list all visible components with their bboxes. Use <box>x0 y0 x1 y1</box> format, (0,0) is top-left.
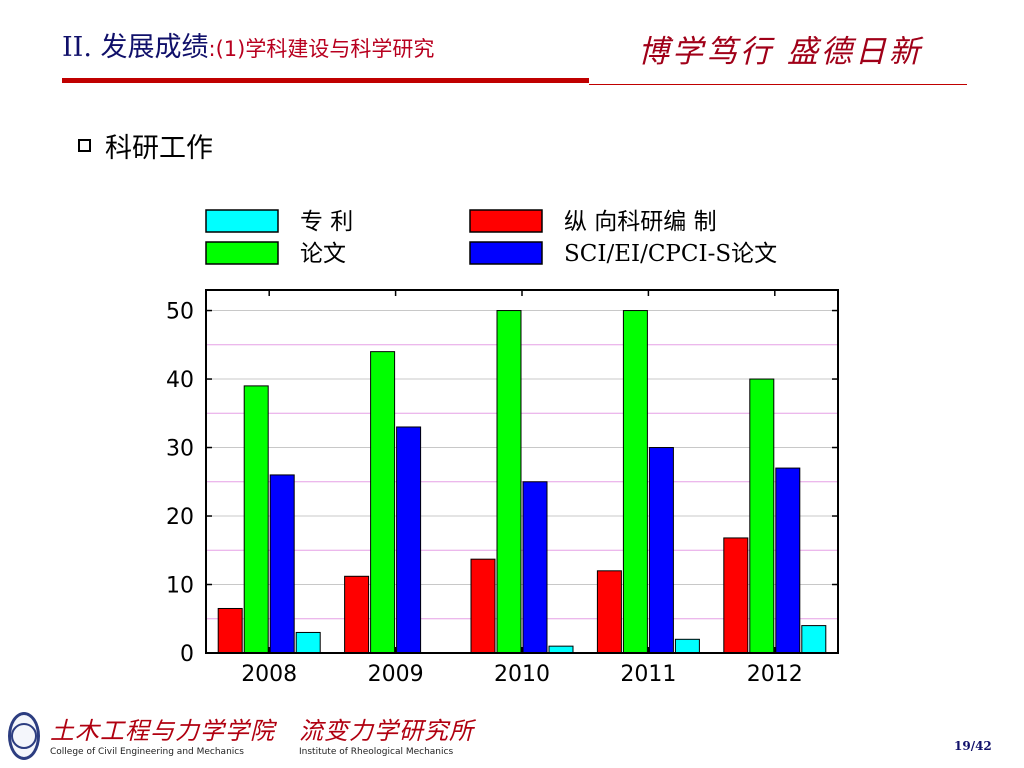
page-number: 19/42 <box>954 739 992 753</box>
square-bullet-icon <box>78 138 91 152</box>
legend-swatch <box>205 241 279 265</box>
y-tick-label: 10 <box>166 574 194 599</box>
bar <box>648 447 674 654</box>
institute-name-cn: 流变力学研究所 <box>299 717 474 745</box>
bar <box>548 645 574 654</box>
bar <box>622 310 648 654</box>
calligraphy-motto: 博学笃行 盛德日新 <box>638 34 923 70</box>
bar <box>217 607 243 654</box>
legend-label: SCI/EI/CPCI-S论文 <box>564 241 777 267</box>
x-tick-label: 2011 <box>620 662 676 687</box>
plot-frame <box>205 289 839 654</box>
section-heading: 科研工作 <box>78 127 213 164</box>
bar <box>243 385 269 654</box>
bar <box>470 558 496 654</box>
y-tick-label: 20 <box>166 505 194 530</box>
chart-legend: 专 利 纵 向科研编 制论文 SCI/EI/CPCI-S论文 <box>205 209 777 267</box>
bar <box>522 481 548 654</box>
x-tick-label: 2008 <box>241 662 297 687</box>
bar <box>723 537 749 654</box>
y-tick-label: 50 <box>166 300 194 325</box>
legend-swatch <box>205 209 279 233</box>
college-name-en: College of Civil Engineering and Mechani… <box>50 747 244 757</box>
title-rule-thick <box>62 78 589 83</box>
bar <box>344 575 370 654</box>
legend-swatch <box>469 241 543 265</box>
bar <box>269 474 295 654</box>
section-heading-text: 科研工作 <box>105 132 213 164</box>
y-tick-label: 0 <box>180 642 194 667</box>
college-name-cn: 土木工程与力学学院 <box>50 717 275 745</box>
bar <box>295 631 321 654</box>
bar <box>775 467 801 654</box>
bar <box>801 625 827 654</box>
university-seal-icon <box>8 712 40 760</box>
slide-title: II. 发展成绩:(1)学科建设与科学研究 <box>62 28 434 68</box>
bar <box>496 310 522 654</box>
institute-logo: 流变力学研究所 Institute of Rheological Mechani… <box>299 715 474 757</box>
legend-label: 纵 向科研编 制 <box>564 209 717 235</box>
bar <box>396 426 422 654</box>
y-tick-label: 40 <box>166 368 194 393</box>
college-logo: 土木工程与力学学院 College of Civil Engineering a… <box>50 715 275 757</box>
bar <box>674 638 700 654</box>
bar <box>749 378 775 654</box>
legend-label: 专 利 <box>300 209 353 235</box>
slide-title-main: II. 发展成绩 <box>62 32 209 63</box>
slide-title-sub: :(1)学科建设与科学研究 <box>208 37 435 61</box>
bar <box>370 351 396 654</box>
x-tick-label: 2009 <box>368 662 424 687</box>
legend-swatch <box>469 209 543 233</box>
institute-name-en: Institute of Rheological Mechanics <box>299 747 454 757</box>
bar <box>596 570 622 654</box>
legend-label: 论文 <box>300 241 346 267</box>
footer-logos: 土木工程与力学学院 College of Civil Engineering a… <box>8 707 473 765</box>
title-rule-thin <box>589 84 967 85</box>
x-tick-label: 2010 <box>494 662 550 687</box>
research-bar-chart: 专 利 纵 向科研编 制论文 SCI/EI/CPCI-S论文 0 10 20 30 40 50… <box>118 198 894 692</box>
y-tick-label: 30 <box>166 437 194 462</box>
plot-area: 0 10 20 30 40 50 2008 2009 2010 2011 2012 <box>166 289 839 687</box>
x-tick-label: 2012 <box>747 662 803 687</box>
